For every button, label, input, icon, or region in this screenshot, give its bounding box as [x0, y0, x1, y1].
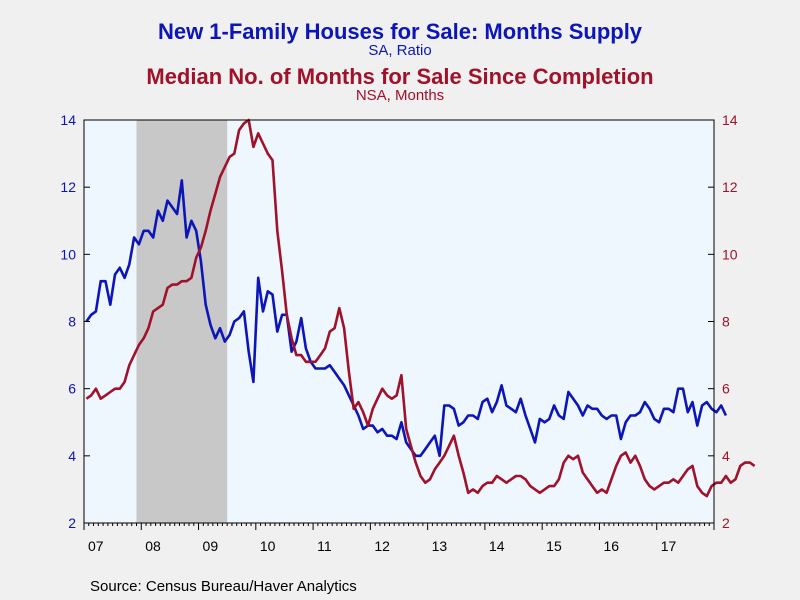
y-right-tick-label: 2 [722, 515, 730, 531]
y-left-tick-label: 14 [60, 112, 76, 128]
x-tick-label: 10 [260, 538, 276, 554]
x-tick-label: 08 [145, 538, 161, 554]
y-left-tick-label: 12 [60, 179, 76, 195]
x-tick-label: 09 [203, 538, 219, 554]
y-left-tick-label: 8 [68, 314, 76, 330]
y-right-tick-label: 6 [722, 381, 730, 397]
x-tick-label: 11 [317, 538, 332, 554]
series2-subtitle: NSA, Months [355, 87, 445, 104]
series2-title: Median No. of Months for Sale Since Comp… [146, 64, 654, 89]
y-right-tick-label: 12 [722, 179, 738, 195]
series-line-median-months [85, 118, 756, 498]
y-right-tick-label: 10 [722, 246, 738, 262]
y-right-tick-label: 8 [722, 314, 730, 330]
y-left-tick-label: 2 [68, 515, 76, 531]
y-right-tick-label: 4 [722, 448, 730, 464]
series1-subtitle: SA, Ratio [368, 42, 432, 59]
x-tick-label: 15 [546, 538, 562, 554]
x-tick-label: 07 [88, 538, 104, 554]
x-tick-label: 14 [489, 538, 505, 554]
series1-title: New 1-Family Houses for Sale: Months Sup… [157, 19, 643, 44]
series-line-months-supply [85, 179, 728, 458]
x-tick-label: 13 [432, 538, 448, 554]
y-left-tick-label: 10 [60, 246, 76, 262]
y-left-tick-label: 4 [68, 448, 76, 464]
x-tick-label: 12 [374, 538, 390, 554]
source-note: Source: Census Bureau/Haver Analytics [90, 578, 357, 595]
y-right-tick-label: 14 [722, 112, 738, 128]
y-left-tick-label: 6 [68, 381, 76, 397]
x-tick-label: 17 [661, 538, 677, 554]
x-tick-label: 16 [603, 538, 619, 554]
